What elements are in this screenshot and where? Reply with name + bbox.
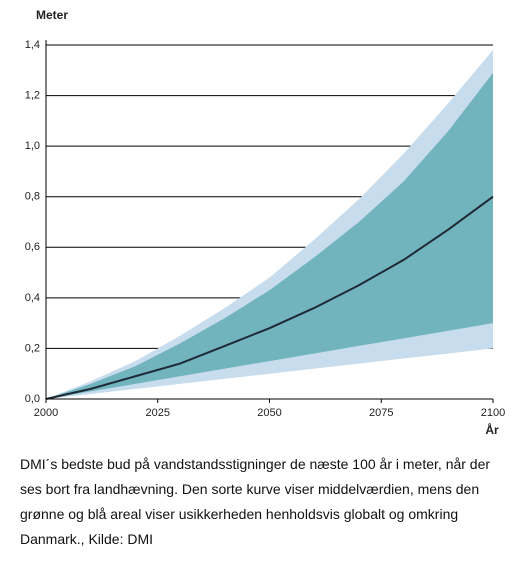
x-tick-label: 2075	[369, 407, 393, 419]
x-tick-label: 2050	[257, 407, 281, 419]
y-tick-label: 1,0	[25, 140, 40, 152]
chart: Meter År 0,0 0,2 0,4 0,6 0,8 1,0 1,2 1,4 2000 202…	[25, 8, 506, 437]
x-tick-label: 2100	[481, 407, 505, 419]
y-tick-label: 0,2	[25, 342, 40, 354]
y-tick-label: 0,4	[25, 292, 40, 304]
mean-line	[45, 195, 494, 400]
y-axis-label: Meter	[36, 8, 68, 22]
x-tick-label: 2000	[34, 407, 58, 419]
uncertainty-band	[46, 72, 493, 400]
y-tick-label: 0,0	[25, 393, 40, 405]
y-tick-label: 0,6	[25, 241, 40, 253]
x-tick-label: 2025	[146, 407, 170, 419]
caption: DMI´s bedste bud på vandstandsstigninger…	[20, 456, 491, 547]
x-axis-label: År	[485, 422, 499, 437]
y-tick-label: 1,4	[25, 39, 40, 51]
y-tick-label: 1,2	[25, 89, 40, 101]
y-tick-label: 0,8	[25, 191, 40, 203]
